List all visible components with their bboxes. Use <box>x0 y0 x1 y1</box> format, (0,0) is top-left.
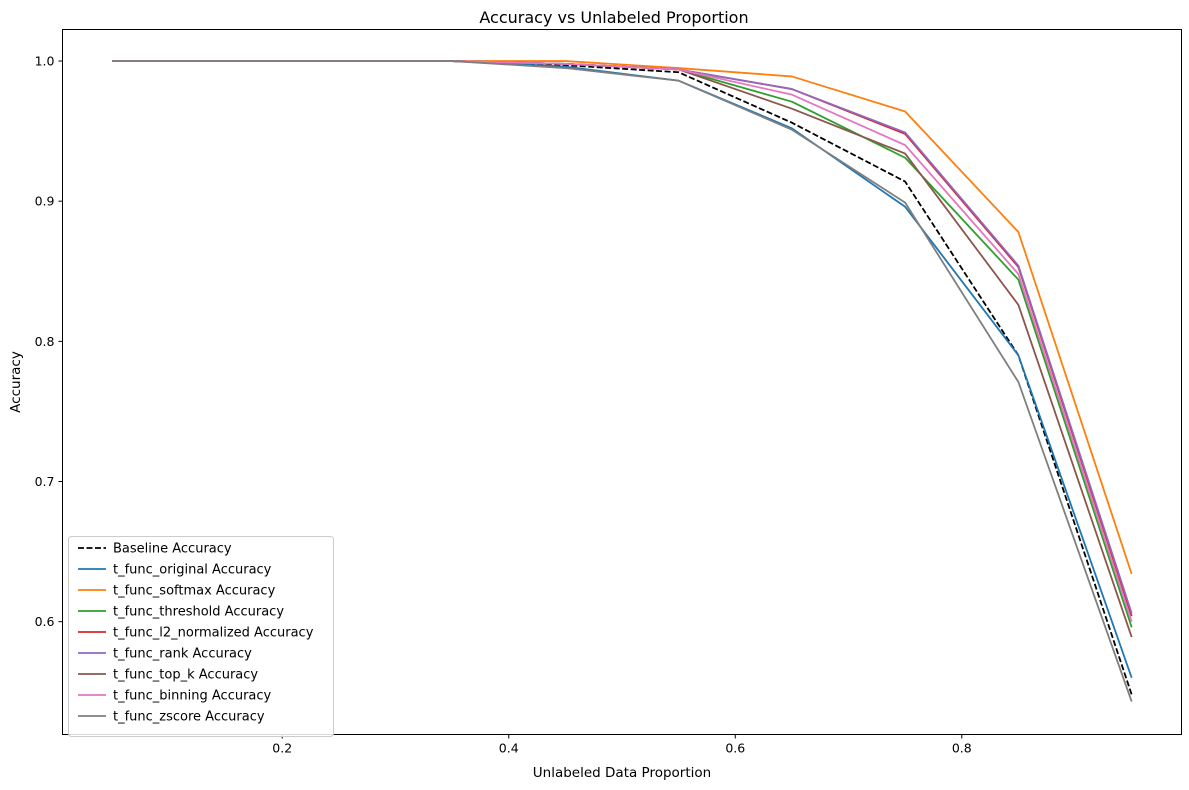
legend-label-0: Baseline Accuracy <box>113 542 232 557</box>
series-line-0 <box>112 60 1133 695</box>
legend-label-1: t_func_original Accuracy <box>113 563 272 578</box>
legend-label-7: t_func_binning Accuracy <box>113 689 272 704</box>
series-line-8 <box>112 60 1133 702</box>
y-tick-label: 1.0 <box>35 54 55 69</box>
legend-label-8: t_func_zscore Accuracy <box>113 710 265 725</box>
x-axis: 0.2 0.4 0.6 0.8 <box>272 734 972 756</box>
x-tick-label: 0.2 <box>272 741 292 756</box>
legend: Baseline Accuracy t_func_original Accurac… <box>68 536 334 737</box>
legend-label-3: t_func_threshold Accuracy <box>113 605 284 620</box>
y-tick-label: 0.9 <box>35 194 55 209</box>
y-axis: 0.6 0.7 0.8 0.9 1.0 <box>35 54 63 629</box>
legend-box <box>68 536 334 737</box>
chart-title: Accuracy vs Unlabeled Proportion <box>479 8 748 27</box>
x-tick-label: 0.8 <box>952 741 972 756</box>
x-tick-label: 0.6 <box>725 741 745 756</box>
y-tick-label: 0.6 <box>35 614 55 629</box>
legend-label-4: t_func_l2_normalized Accuracy <box>113 626 314 641</box>
legend-label-5: t_func_rank Accuracy <box>113 647 252 662</box>
y-axis-title: Accuracy <box>8 351 24 413</box>
plot-area <box>112 60 1133 702</box>
plot-frame <box>62 29 1182 735</box>
legend-label-2: t_func_softmax Accuracy <box>113 584 276 599</box>
legend-label-6: t_func_top_k Accuracy <box>113 668 258 683</box>
x-tick-label: 0.4 <box>499 741 519 756</box>
y-tick-label: 0.7 <box>35 474 55 489</box>
x-axis-title: Unlabeled Data Proportion <box>533 765 711 781</box>
y-tick-label: 0.8 <box>35 334 55 349</box>
